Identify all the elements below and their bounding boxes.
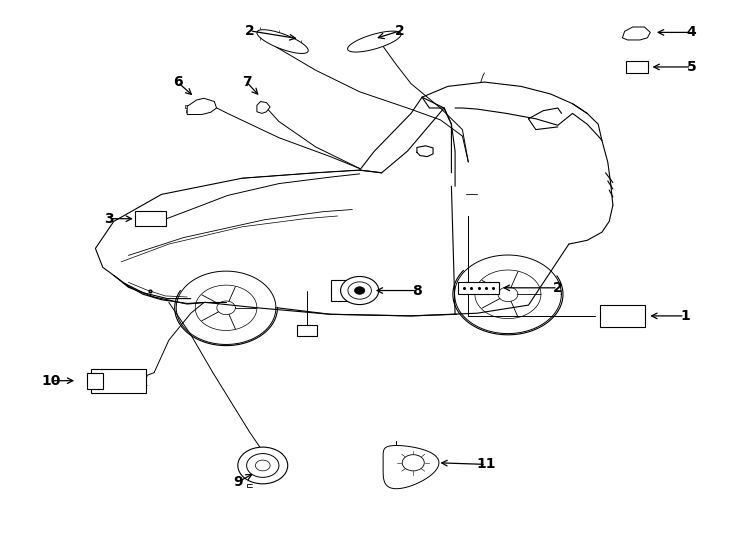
- Text: 2: 2: [395, 24, 405, 38]
- Text: 2: 2: [244, 24, 255, 38]
- Polygon shape: [348, 31, 401, 52]
- Circle shape: [355, 287, 365, 294]
- Text: 10: 10: [42, 374, 61, 388]
- Polygon shape: [622, 27, 650, 40]
- Circle shape: [255, 460, 270, 471]
- Text: 6: 6: [172, 75, 183, 89]
- Text: 8: 8: [412, 284, 422, 298]
- Circle shape: [238, 447, 288, 484]
- Text: 1: 1: [680, 309, 690, 323]
- Text: 9: 9: [233, 475, 244, 489]
- Text: 7: 7: [241, 75, 252, 89]
- Text: 5: 5: [686, 60, 697, 74]
- Bar: [297, 325, 317, 336]
- Bar: [91, 369, 146, 393]
- Circle shape: [348, 282, 371, 299]
- Bar: [458, 282, 499, 294]
- Circle shape: [247, 454, 279, 477]
- Polygon shape: [257, 30, 308, 53]
- Bar: [331, 280, 353, 301]
- Bar: [626, 61, 648, 73]
- Polygon shape: [257, 102, 270, 113]
- Bar: [135, 211, 166, 226]
- Circle shape: [402, 455, 424, 471]
- Circle shape: [341, 276, 379, 305]
- Text: 3: 3: [103, 212, 114, 226]
- Bar: [600, 305, 645, 327]
- Text: 2: 2: [553, 281, 563, 295]
- Polygon shape: [383, 446, 439, 489]
- Bar: [87, 373, 103, 389]
- Text: 11: 11: [476, 457, 495, 471]
- Text: 4: 4: [686, 25, 697, 39]
- Polygon shape: [187, 98, 217, 114]
